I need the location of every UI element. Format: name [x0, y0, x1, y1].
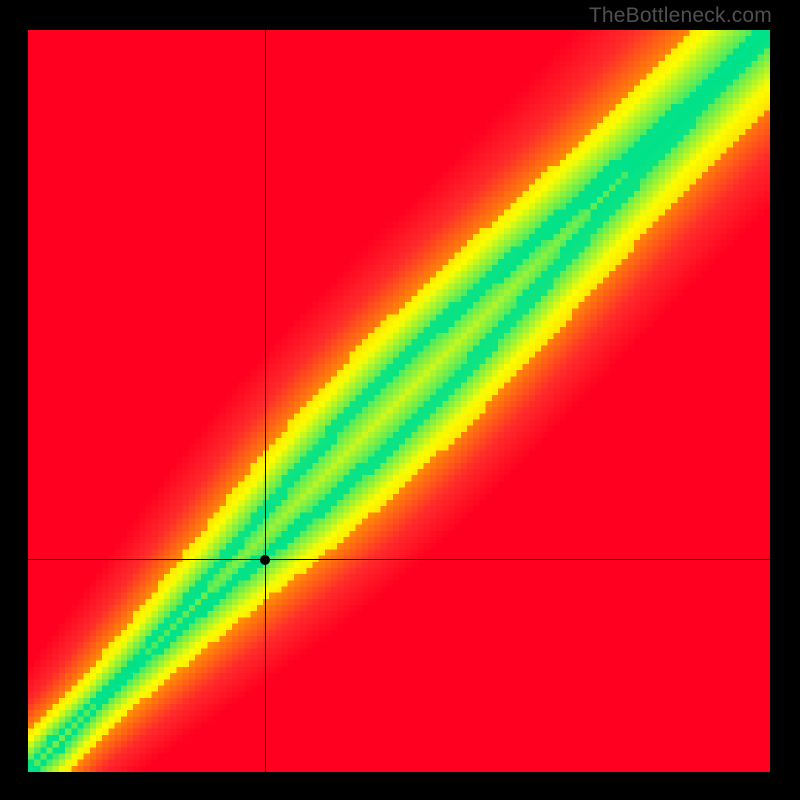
crosshair-horizontal	[28, 559, 770, 560]
root: TheBottleneck.com	[0, 0, 800, 800]
data-point-marker	[260, 555, 270, 565]
crosshair-vertical	[265, 30, 266, 772]
heatmap-area	[28, 30, 770, 772]
heatmap-canvas	[28, 30, 770, 772]
watermark-text: TheBottleneck.com	[589, 4, 772, 28]
